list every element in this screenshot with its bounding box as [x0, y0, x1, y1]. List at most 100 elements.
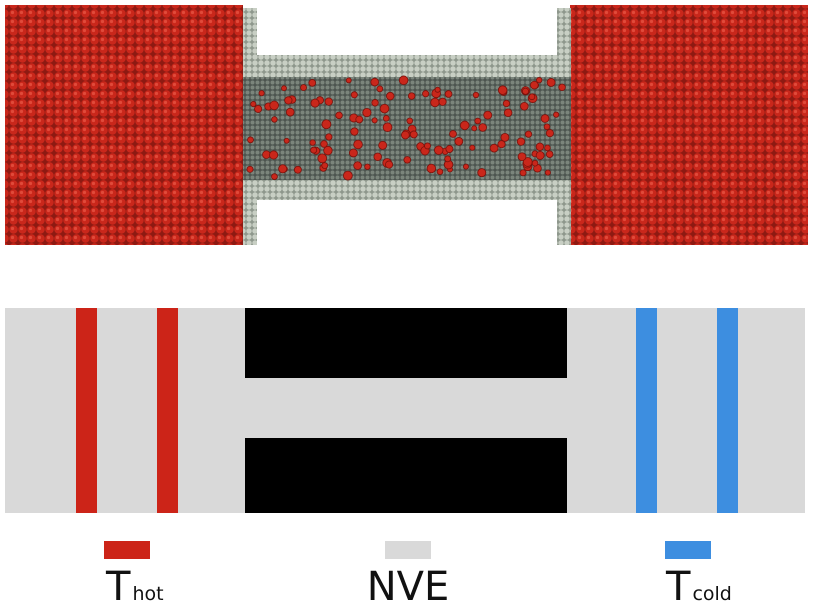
atom	[540, 114, 550, 123]
atom	[516, 137, 526, 146]
atom	[345, 77, 352, 84]
atom	[471, 125, 478, 132]
atom	[407, 92, 416, 100]
atom	[281, 85, 287, 92]
hot-thermostat	[157, 308, 178, 513]
atom	[434, 145, 444, 155]
cold-reservoir	[570, 5, 808, 245]
atom	[310, 98, 320, 108]
atom	[348, 148, 358, 158]
legend-swatch	[104, 541, 150, 559]
atom	[269, 150, 279, 160]
atom	[426, 163, 437, 174]
wall-block	[245, 438, 567, 513]
hot-thermostat	[76, 308, 97, 513]
atom	[478, 123, 487, 132]
atom	[271, 116, 278, 123]
atom	[444, 90, 453, 98]
atom	[424, 142, 431, 150]
atom	[353, 161, 362, 170]
atom	[422, 90, 430, 98]
atom	[469, 144, 476, 151]
atom	[309, 139, 316, 146]
channel-wall	[243, 180, 571, 200]
atom	[335, 111, 343, 120]
atom	[530, 80, 539, 90]
atom	[379, 103, 390, 114]
atom	[503, 108, 513, 118]
atom	[517, 152, 527, 162]
atom	[403, 156, 412, 164]
atom	[317, 153, 328, 164]
atom	[324, 97, 333, 106]
atom	[544, 169, 551, 176]
wall-block	[245, 308, 567, 378]
atom	[520, 101, 529, 111]
hot-reservoir	[5, 5, 243, 245]
atom	[278, 164, 288, 174]
atom	[535, 150, 545, 160]
wall	[243, 8, 257, 60]
atom	[477, 168, 487, 178]
atom	[449, 130, 457, 138]
legend-swatch	[385, 541, 431, 559]
atom	[246, 165, 254, 173]
atom	[483, 110, 493, 120]
atom	[409, 130, 418, 139]
atom	[543, 123, 551, 131]
atom	[300, 84, 307, 92]
atom	[497, 85, 508, 95]
atom	[342, 170, 353, 181]
legend-subscript: cold	[692, 583, 731, 605]
atom	[535, 142, 545, 151]
atom	[445, 145, 454, 153]
atom	[373, 152, 382, 162]
atom	[545, 129, 554, 138]
atom	[310, 146, 318, 154]
simulation-snapshot	[5, 5, 808, 245]
atom	[454, 137, 464, 146]
atom	[321, 162, 329, 169]
atom	[521, 87, 530, 95]
atom	[502, 99, 511, 108]
atom	[362, 107, 372, 118]
atom	[474, 117, 482, 125]
atom	[558, 83, 566, 92]
atom	[544, 144, 551, 152]
atom	[371, 117, 378, 124]
atom	[531, 159, 539, 167]
atom	[283, 137, 290, 144]
atom	[524, 130, 533, 138]
atom	[536, 76, 543, 84]
cold-thermostat	[717, 308, 738, 513]
atom	[545, 150, 554, 158]
atom	[382, 122, 393, 133]
atom	[546, 78, 556, 87]
schematic	[5, 308, 805, 513]
legend-symbol: T	[665, 564, 691, 607]
atom	[500, 132, 510, 142]
atom	[401, 130, 410, 140]
channel-wall	[243, 55, 571, 77]
atom	[528, 93, 536, 101]
atom	[376, 85, 384, 93]
atom	[323, 145, 333, 156]
atom	[364, 163, 371, 170]
atom	[386, 91, 395, 101]
atom	[434, 86, 441, 93]
atom	[370, 77, 380, 87]
atom	[444, 155, 452, 163]
atom	[353, 139, 363, 150]
atom	[355, 115, 364, 124]
atom	[385, 160, 394, 169]
atom	[430, 97, 440, 108]
atom	[438, 97, 447, 106]
atom	[350, 127, 359, 136]
channel-atoms	[246, 75, 566, 181]
atom	[325, 133, 333, 141]
atom	[489, 143, 499, 153]
atom	[406, 117, 414, 125]
atom	[254, 105, 263, 113]
atom	[269, 100, 279, 111]
